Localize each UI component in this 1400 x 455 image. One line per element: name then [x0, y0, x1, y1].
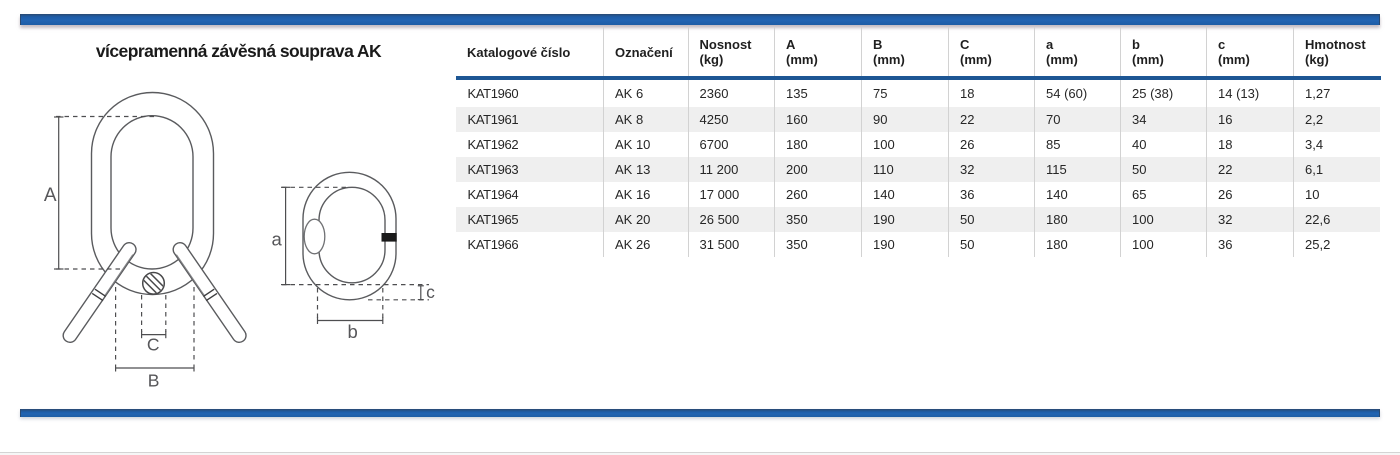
svg-text:a: a [272, 228, 283, 249]
svg-text:C: C [147, 335, 160, 355]
svg-text:b: b [348, 321, 358, 342]
svg-text:A: A [44, 185, 57, 206]
svg-text:c: c [426, 282, 435, 302]
svg-text:B: B [148, 370, 160, 390]
